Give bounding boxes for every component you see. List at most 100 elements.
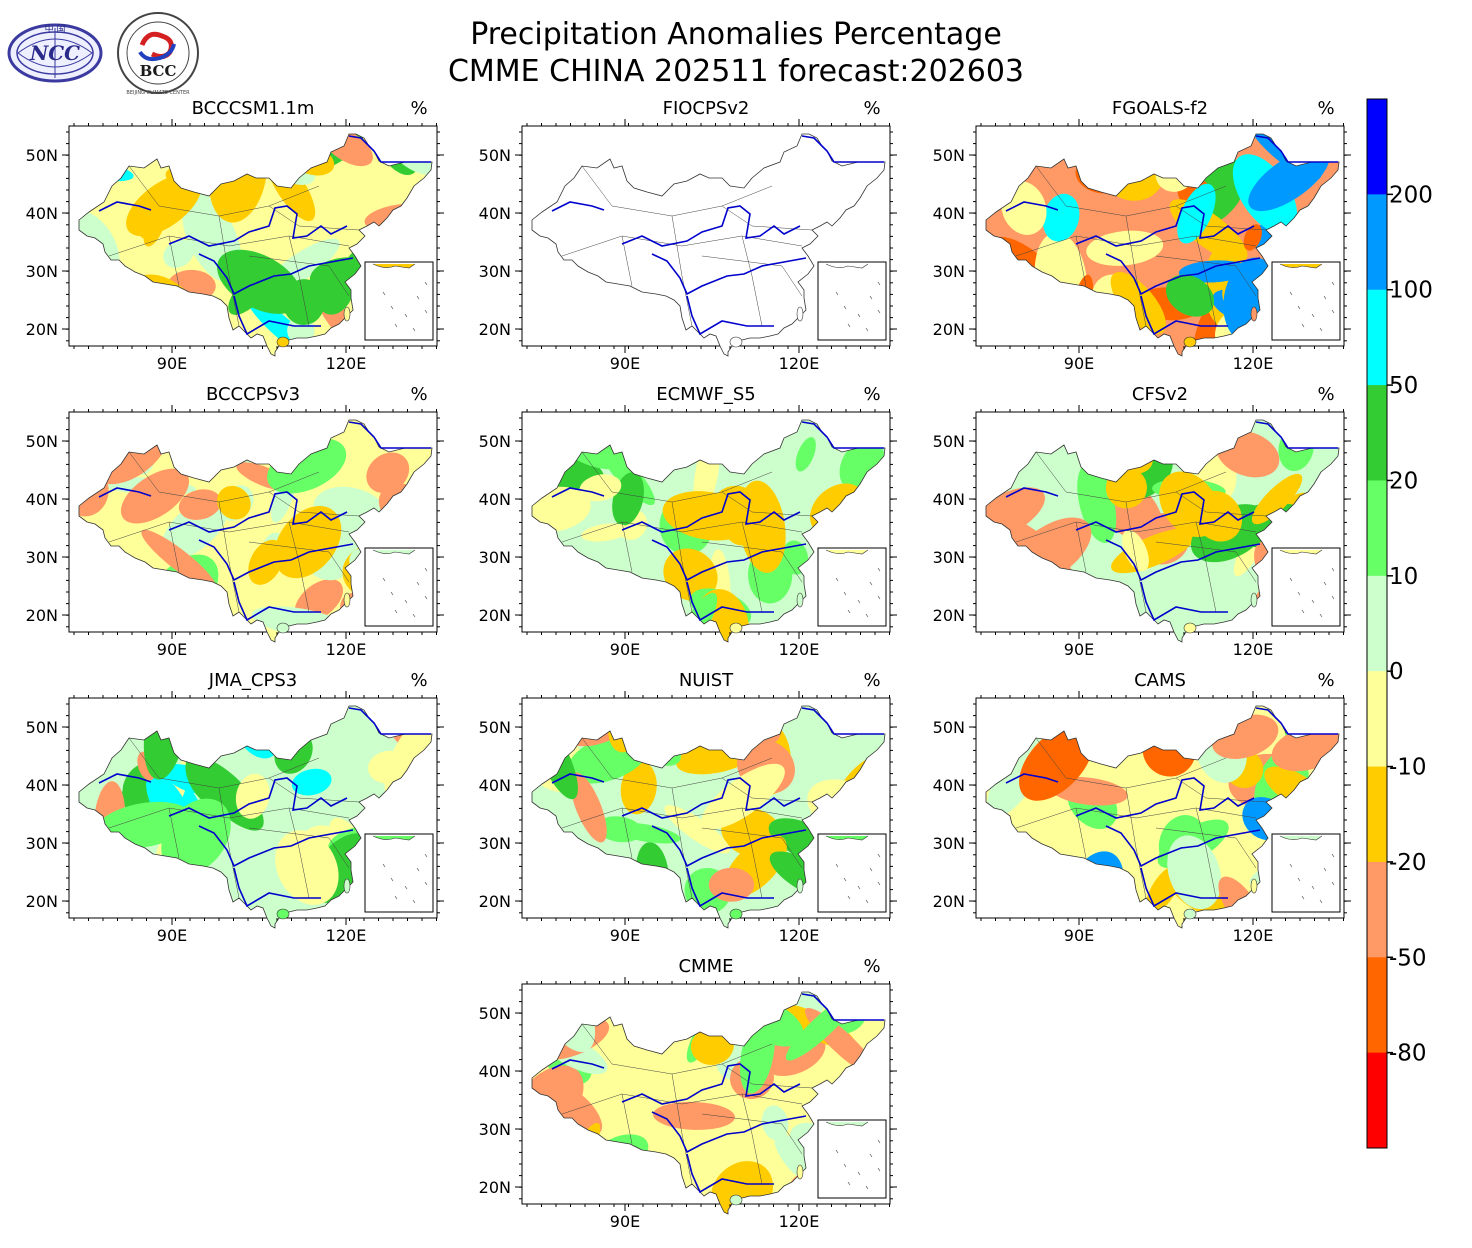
anomaly-patch (1110, 271, 1166, 335)
taiwan-island (1250, 878, 1258, 894)
anomaly-patch (579, 474, 622, 502)
panel-title: ECMWF_S5 (656, 384, 756, 405)
colorbar-segment (1367, 957, 1387, 1054)
axis-ticks (969, 691, 1351, 925)
bcc-logo-small-text: BEIJING CLIMATE CENTER (126, 90, 190, 96)
southern-rivers (233, 581, 321, 622)
anomaly-patch (663, 548, 718, 602)
panel-title: JMA_CPS3 (208, 670, 297, 691)
rivers (551, 421, 884, 622)
lat-tick-label: 20N (933, 320, 965, 339)
hainan-island (729, 622, 743, 634)
tarim-river (98, 201, 152, 212)
lat-tick-label: 20N (26, 606, 58, 625)
yellow-river (1075, 205, 1255, 247)
lat-tick-label: 30N (933, 834, 965, 853)
panel-title: CFSv2 (1132, 384, 1188, 405)
rivers (1005, 707, 1338, 908)
panel-unit: % (410, 98, 427, 119)
panels: 50N 40N 30N 20N 90E 120E BCCCSM1.1m % 50N 40N 30N 2… (26, 98, 1351, 1231)
south-china-sea-inset (1271, 547, 1341, 627)
lon-tick-label: 90E (610, 640, 640, 659)
lon-tick-label: 120E (779, 354, 820, 373)
colorbar-segment (1367, 1052, 1387, 1149)
yellow-river (1075, 491, 1255, 533)
yangtze-river (198, 825, 354, 868)
lat-tick-label: 50N (26, 146, 58, 165)
anomaly-patch (1165, 274, 1215, 317)
yellow-river (168, 777, 348, 819)
lat-tick-label: 40N (479, 490, 511, 509)
hainan-island (276, 908, 290, 920)
lat-tick-label: 40N (933, 204, 965, 223)
lat-tick-label: 50N (26, 718, 58, 737)
amur-river (801, 993, 884, 1021)
lat-tick-label: 50N (933, 432, 965, 451)
lat-tick-label: 20N (933, 892, 965, 911)
colorbar-label: 20 (1389, 468, 1418, 494)
ncc-logo: NCC 中 国 (7, 23, 103, 83)
south-china-sea-inset (364, 261, 434, 341)
lon-tick-label: 120E (1233, 926, 1274, 945)
hainan-island (276, 622, 290, 634)
lat-tick-label: 20N (26, 320, 58, 339)
yellow-river (621, 1063, 801, 1105)
ncc-logo-text: NCC (29, 41, 80, 65)
map-panel: 50N 40N 30N 20N 90E 120E BCCCPSv3% (26, 384, 444, 659)
anomaly-patch (555, 1087, 603, 1135)
yangtze-river (651, 1111, 807, 1154)
colorbar-segment (1367, 480, 1387, 577)
yellow-river (168, 205, 348, 247)
anomaly-patch (611, 822, 681, 844)
amur-river (348, 707, 431, 735)
lon-tick-label: 90E (1064, 640, 1094, 659)
anomaly-patch (570, 772, 607, 843)
province-borders (1015, 165, 1267, 327)
panel-title: CMME (678, 956, 733, 977)
panel-title: BCCCSM1.1m (192, 98, 315, 119)
yellow-river (1075, 777, 1255, 819)
lat-tick-label: 20N (479, 892, 511, 911)
lat-tick-label: 40N (26, 490, 58, 509)
figure-title-line1: Precipitation Anomalies Percentage (470, 17, 1002, 52)
province-borders (108, 737, 360, 899)
taiwan-island (1250, 592, 1258, 608)
anomaly-patch (1243, 224, 1262, 251)
panel-unit: % (410, 384, 427, 405)
lat-tick-label: 40N (933, 776, 965, 795)
province-borders (561, 1023, 813, 1185)
lat-tick-label: 30N (479, 262, 511, 281)
southern-rivers (686, 295, 774, 336)
colorbar-label: -50 (1389, 945, 1427, 971)
lat-tick-label: 50N (479, 432, 511, 451)
axis-ticks (969, 119, 1351, 353)
anomaly-patch (664, 805, 730, 854)
panel-unit: % (1317, 384, 1334, 405)
lat-tick-label: 30N (479, 548, 511, 567)
colorbar-label: -10 (1389, 755, 1427, 781)
colorbar-label: 100 (1389, 278, 1433, 304)
anomaly-patch (120, 468, 190, 524)
amur-river (348, 421, 431, 449)
anomaly-patch (275, 830, 339, 905)
province-borders (108, 165, 360, 327)
amur-river (801, 135, 884, 163)
rivers (98, 135, 431, 336)
yangtze-river (1105, 825, 1261, 868)
tarim-river (551, 1059, 605, 1070)
lat-tick-label: 50N (479, 146, 511, 165)
anomaly-patch (1159, 471, 1220, 537)
south-china-sea-inset (817, 547, 887, 627)
anomaly-patch (581, 523, 629, 542)
hainan-island (1183, 622, 1197, 634)
map-panel: 50N 40N 30N 20N 90E 120E FGOALS-f2% (933, 98, 1351, 373)
southern-rivers (686, 867, 774, 908)
rivers (98, 707, 431, 908)
anomaly-patch (1167, 835, 1222, 910)
taiwan-island (796, 1164, 804, 1180)
hainan-island (276, 336, 290, 348)
axis-ticks (515, 977, 897, 1211)
yangtze-river (198, 539, 354, 582)
